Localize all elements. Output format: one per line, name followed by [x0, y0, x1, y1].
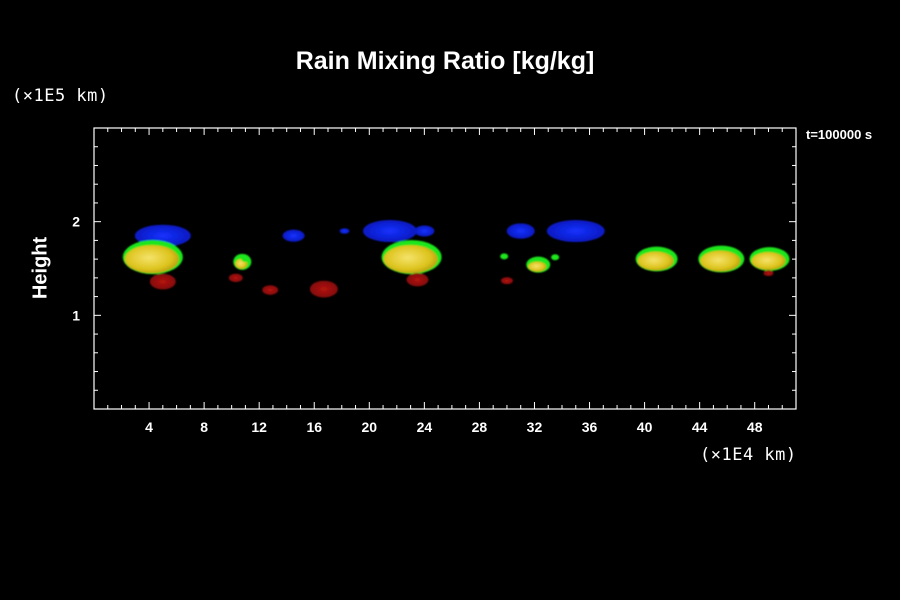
x-tick-label: 8 [200, 419, 208, 435]
rain-blob-yellow [383, 245, 438, 274]
x-tick-label: 20 [362, 419, 378, 435]
rain-blob-blue [546, 220, 605, 243]
x-tick-label: 48 [747, 419, 763, 435]
rain-blob-red [149, 273, 176, 290]
rain-blob-yellow [637, 251, 674, 271]
rain-blob-red [763, 270, 774, 277]
rain-blob-red [406, 273, 429, 287]
rain-blob-blue [362, 220, 417, 243]
rain-blob-green [551, 254, 560, 261]
x-tick-label: 28 [472, 419, 488, 435]
rain-blob-yellow [124, 245, 179, 274]
x-unit-label: (×1E4 km) [700, 445, 797, 465]
rain-blob-yellow [751, 252, 786, 270]
rain-blob-yellow [528, 261, 547, 272]
rain-blob-blue [506, 223, 535, 239]
x-tick-label: 32 [527, 419, 543, 435]
x-tick-label: 16 [306, 419, 322, 435]
rain-blob-blue [282, 229, 305, 242]
rain-blob-blue [414, 225, 435, 237]
x-tick-label: 36 [582, 419, 598, 435]
chart-title: Rain Mixing Ratio [kg/kg] [295, 47, 595, 75]
rain-blob-green [241, 256, 250, 263]
rain-blob-yellow [700, 250, 741, 272]
rain-blob-blue [339, 228, 350, 234]
rain-blob-red [228, 273, 243, 283]
time-label: t=100000 s [806, 127, 873, 142]
x-tick-label: 40 [637, 419, 653, 435]
y-tick-label: 1 [72, 307, 80, 323]
rain-blob-red [500, 277, 513, 285]
plot-frame [93, 127, 797, 410]
rain-blob-red [262, 285, 279, 295]
rain-blob-red [309, 280, 338, 298]
y-unit-label: (×1E5 km) [12, 86, 109, 106]
x-tick-label: 44 [692, 419, 708, 435]
x-tick-label: 24 [417, 419, 433, 435]
rain-blob-green [500, 253, 509, 260]
x-tick-label: 4 [145, 419, 153, 435]
x-tick-label: 12 [251, 419, 267, 435]
y-tick-label: 2 [72, 214, 80, 230]
